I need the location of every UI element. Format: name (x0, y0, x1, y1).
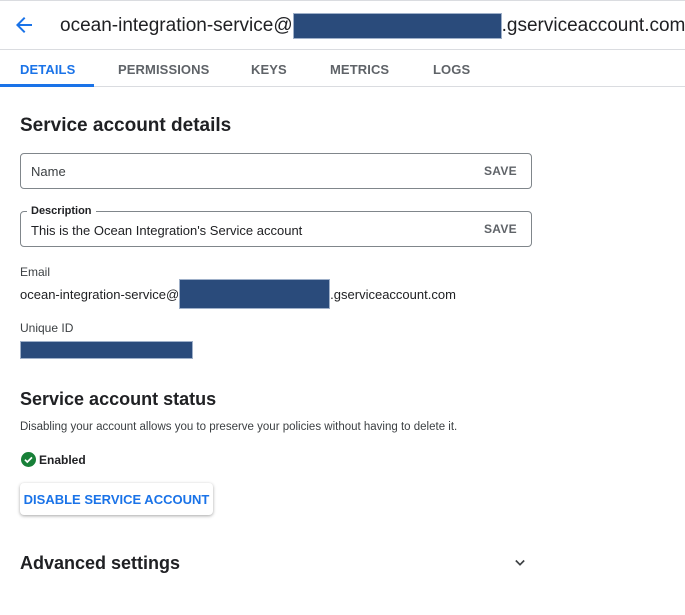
name-placeholder: Name (31, 164, 66, 179)
tab-permissions[interactable]: PERMISSIONS (118, 62, 210, 77)
page-header: ocean-integration-service@ .gserviceacco… (0, 0, 685, 50)
status-text: Enabled (39, 452, 86, 467)
name-field[interactable]: Name SAVE (20, 153, 532, 189)
tab-metrics[interactable]: METRICS (330, 62, 390, 77)
active-tab-indicator (0, 84, 94, 87)
details-heading: Service account details (20, 115, 232, 136)
email-prefix: ocean-integration-service@ (20, 286, 180, 302)
tab-details[interactable]: DETAILS (20, 62, 76, 77)
status-badge: Enabled (21, 452, 86, 467)
tab-keys[interactable]: KEYS (251, 62, 287, 77)
description-label: Description (27, 205, 96, 217)
description-field[interactable]: Description This is the Ocean Integratio… (20, 205, 532, 247)
advanced-settings-heading[interactable]: Advanced settings (20, 553, 181, 573)
check-circle-icon (21, 452, 36, 467)
tab-bar: DETAILS PERMISSIONS KEYS METRICS LOGS (0, 50, 685, 87)
tab-logs[interactable]: LOGS (433, 62, 471, 77)
redacted-project-id (292, 13, 502, 39)
name-save-button[interactable]: SAVE (484, 164, 517, 178)
status-heading: Service account status (20, 389, 217, 409)
disable-service-account-button[interactable]: DISABLE SERVICE ACCOUNT (20, 483, 213, 515)
email-value: ocean-integration-service@ .gserviceacco… (20, 279, 456, 309)
page-title: ocean-integration-service@ .gserviceacco… (60, 13, 685, 39)
title-prefix: ocean-integration-service@ (60, 15, 293, 36)
status-description: Disabling your account allows you to pre… (20, 421, 458, 433)
redacted-email-project (179, 279, 331, 309)
description-value: This is the Ocean Integration's Service … (31, 223, 303, 238)
chevron-down-icon[interactable] (510, 553, 530, 573)
email-label: Email (20, 265, 51, 279)
title-suffix: .gserviceaccount.com (501, 15, 685, 36)
description-save-button[interactable]: SAVE (484, 222, 517, 236)
unique-id-label: Unique ID (20, 321, 74, 335)
redacted-unique-id (20, 341, 193, 359)
email-suffix: .gserviceaccount.com (330, 286, 456, 302)
back-arrow-icon[interactable] (12, 13, 36, 37)
